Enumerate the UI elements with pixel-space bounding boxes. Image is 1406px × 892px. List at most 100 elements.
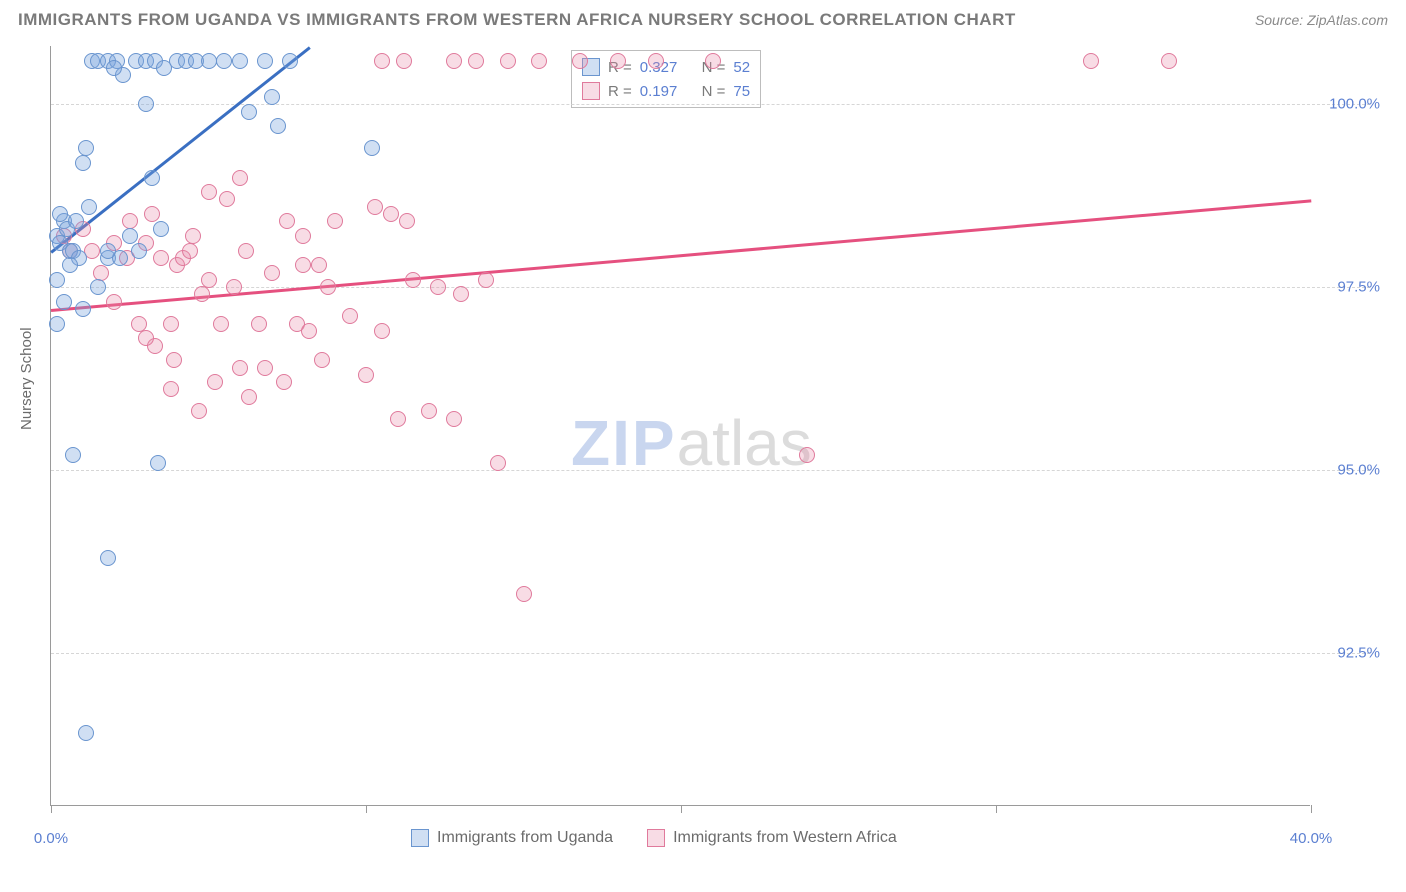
r-value-wafrica: 0.197 xyxy=(640,83,678,100)
data-point xyxy=(106,294,122,310)
data-point xyxy=(257,360,273,376)
data-point xyxy=(194,286,210,302)
gridline xyxy=(51,653,1370,654)
r-label: R = xyxy=(608,83,632,100)
data-point xyxy=(446,53,462,69)
data-point xyxy=(232,170,248,186)
data-point xyxy=(201,272,217,288)
data-point xyxy=(314,352,330,368)
data-point xyxy=(364,140,380,156)
data-point xyxy=(241,104,257,120)
data-point xyxy=(383,206,399,222)
x-tick-label: 40.0% xyxy=(1290,830,1333,847)
gridline xyxy=(51,287,1370,288)
data-point xyxy=(468,53,484,69)
data-point xyxy=(166,352,182,368)
data-point xyxy=(367,199,383,215)
data-point xyxy=(358,367,374,383)
data-point xyxy=(78,725,94,741)
legend-item-uganda: Immigrants from Uganda xyxy=(411,829,613,847)
data-point xyxy=(238,243,254,259)
data-point xyxy=(93,265,109,281)
x-tick xyxy=(1311,805,1312,813)
data-point xyxy=(301,323,317,339)
data-point xyxy=(75,301,91,317)
data-point xyxy=(78,140,94,156)
x-tick xyxy=(51,805,52,813)
data-point xyxy=(207,374,223,390)
data-point xyxy=(232,360,248,376)
scatter-chart: ZIPatlas R = 0.327 N = 52 R = 0.197 N = … xyxy=(50,46,1310,806)
x-tick xyxy=(366,805,367,813)
data-point xyxy=(478,272,494,288)
data-point xyxy=(516,586,532,602)
data-point xyxy=(153,221,169,237)
y-axis-label: Nursery School xyxy=(18,327,35,430)
data-point xyxy=(257,53,273,69)
data-point xyxy=(75,155,91,171)
data-point xyxy=(311,257,327,273)
data-point xyxy=(446,411,462,427)
data-point xyxy=(279,213,295,229)
stats-row-uganda: R = 0.327 N = 52 xyxy=(582,55,750,79)
data-point xyxy=(81,199,97,215)
data-point xyxy=(49,316,65,332)
data-point xyxy=(56,294,72,310)
bottom-legend: Immigrants from Uganda Immigrants from W… xyxy=(411,829,897,847)
data-point xyxy=(90,279,106,295)
chart-title: IMMIGRANTS FROM UGANDA VS IMMIGRANTS FRO… xyxy=(18,10,1016,30)
data-point xyxy=(100,243,116,259)
data-point xyxy=(799,447,815,463)
data-point xyxy=(1083,53,1099,69)
data-point xyxy=(374,323,390,339)
data-point xyxy=(150,455,166,471)
stats-row-wafrica: R = 0.197 N = 75 xyxy=(582,79,750,103)
data-point xyxy=(49,272,65,288)
x-tick-label: 0.0% xyxy=(34,830,68,847)
data-point xyxy=(399,213,415,229)
data-point xyxy=(610,53,626,69)
swatch-wafrica xyxy=(582,82,600,100)
legend-label-wafrica: Immigrants from Western Africa xyxy=(673,829,897,847)
data-point xyxy=(295,228,311,244)
x-tick xyxy=(996,805,997,813)
stats-legend: R = 0.327 N = 52 R = 0.197 N = 75 xyxy=(571,50,761,108)
data-point xyxy=(264,89,280,105)
data-point xyxy=(144,206,160,222)
data-point xyxy=(138,330,154,346)
data-point xyxy=(276,374,292,390)
data-point xyxy=(572,53,588,69)
swatch-wafrica xyxy=(647,829,665,847)
swatch-uganda xyxy=(411,829,429,847)
data-point xyxy=(65,447,81,463)
data-point xyxy=(327,213,343,229)
data-point xyxy=(100,550,116,566)
data-point xyxy=(138,96,154,112)
data-point xyxy=(270,118,286,134)
watermark-atlas: atlas xyxy=(677,407,812,479)
watermark-zip: ZIP xyxy=(571,407,677,479)
data-point xyxy=(282,53,298,69)
data-point xyxy=(131,316,147,332)
n-label: N = xyxy=(702,83,726,100)
data-point xyxy=(201,184,217,200)
x-tick xyxy=(681,805,682,813)
legend-item-wafrica: Immigrants from Western Africa xyxy=(647,829,897,847)
data-point xyxy=(213,316,229,332)
data-point xyxy=(106,60,122,76)
data-point xyxy=(232,53,248,69)
source-label: Source: ZipAtlas.com xyxy=(1255,12,1388,28)
data-point xyxy=(122,213,138,229)
data-point xyxy=(430,279,446,295)
data-point xyxy=(705,53,721,69)
data-point xyxy=(342,308,358,324)
data-point xyxy=(405,272,421,288)
data-point xyxy=(191,403,207,419)
data-point xyxy=(390,411,406,427)
data-point xyxy=(421,403,437,419)
y-tick-label: 95.0% xyxy=(1337,461,1380,478)
n-value-uganda: 52 xyxy=(733,59,750,76)
data-point xyxy=(185,228,201,244)
y-tick-label: 97.5% xyxy=(1337,279,1380,296)
data-point xyxy=(320,279,336,295)
